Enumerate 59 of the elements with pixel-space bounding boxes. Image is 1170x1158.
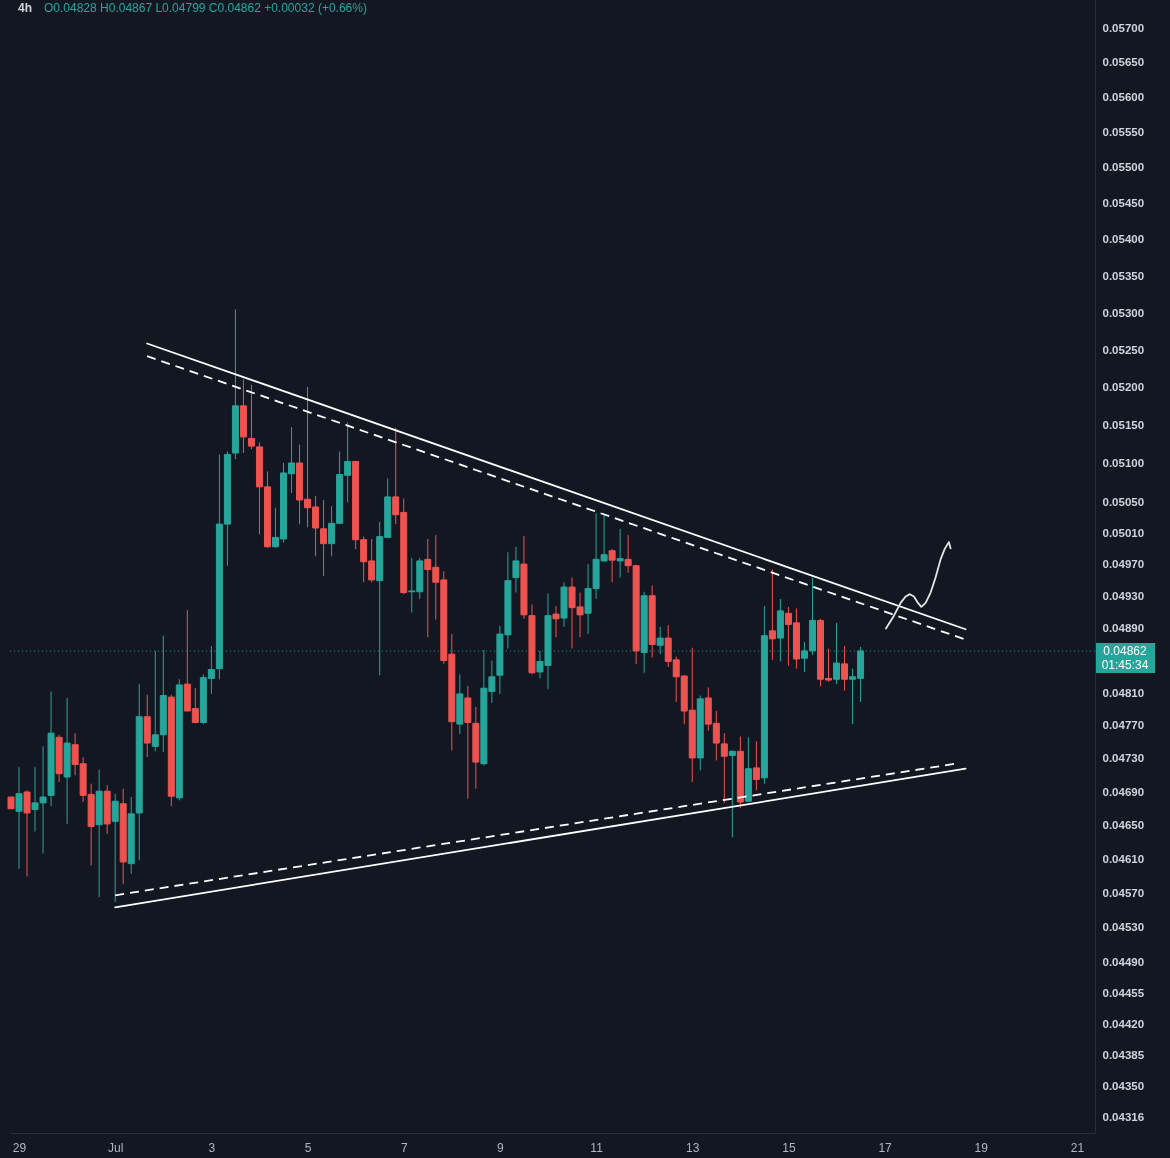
y-tick-label: 0.05010 xyxy=(1102,526,1145,539)
x-tick-label: 15 xyxy=(782,1140,796,1155)
x-tick-label: 9 xyxy=(497,1140,505,1155)
y-tick-label: 0.05400 xyxy=(1102,233,1145,246)
y-tick-label: 0.04770 xyxy=(1102,719,1145,732)
x-tick-label: 13 xyxy=(686,1140,700,1155)
y-tick-label: 0.05050 xyxy=(1102,495,1145,508)
candlestick xyxy=(841,645,849,692)
y-tick-label: 0.05550 xyxy=(1102,126,1145,139)
y-tick-label: 0.04350 xyxy=(1102,1080,1145,1093)
x-tick-label: 3 xyxy=(208,1140,216,1155)
y-tick-label: 0.04385 xyxy=(1102,1048,1145,1061)
y-tick-label: 0.04650 xyxy=(1102,819,1145,832)
x-tick-label: Jul xyxy=(108,1140,124,1155)
y-tick-label: 0.05250 xyxy=(1102,343,1145,356)
candlestick xyxy=(768,569,776,661)
x-tick-label: 21 xyxy=(1070,1140,1085,1155)
candlestick xyxy=(111,793,119,903)
y-tick-label: 0.04570 xyxy=(1102,887,1145,900)
chart-title: 4h xyxy=(18,1,33,15)
y-tick-label: 0.04890 xyxy=(1102,621,1145,634)
y-tick-label: 0.05600 xyxy=(1102,90,1145,103)
y-tick-label: 0.04730 xyxy=(1102,752,1145,765)
text: 01:45:34 xyxy=(1101,657,1149,672)
candlestick xyxy=(15,766,23,870)
x-tick-label: 19 xyxy=(974,1140,989,1155)
y-tick-label: 0.05300 xyxy=(1102,306,1145,319)
y-tick-label: 0.04690 xyxy=(1102,785,1145,798)
chart-subtitle: O0.04828 H0.04867 L0.04799 C0.04862 +0.00032 (+0.66%) xyxy=(44,1,367,15)
candlestick xyxy=(608,548,616,583)
y-tick-label: 0.05500 xyxy=(1102,161,1145,174)
candlestick xyxy=(512,546,520,594)
y-tick-label: 0.05450 xyxy=(1102,197,1145,210)
candlestick xyxy=(23,789,31,877)
x-tick-label: 17 xyxy=(878,1140,893,1155)
y-tick-label: 0.04810 xyxy=(1102,686,1145,699)
candlestick xyxy=(728,749,736,838)
y-tick-label: 0.04420 xyxy=(1102,1017,1145,1030)
y-tick-label: 0.05700 xyxy=(1102,21,1145,34)
y-tick-label: 0.04530 xyxy=(1102,921,1145,934)
y-tick-label: 0.04610 xyxy=(1102,852,1145,865)
ref-line-label: 0.04862 xyxy=(1103,643,1148,658)
y-tick-label: 0.04970 xyxy=(1102,558,1145,571)
y-tick-label: 0.05650 xyxy=(1102,56,1145,69)
x-tick-label: 7 xyxy=(400,1140,408,1155)
candlestick xyxy=(552,605,560,638)
x-tick-label: 11 xyxy=(590,1140,604,1155)
candlestick xyxy=(752,740,760,791)
candlestick xyxy=(616,528,624,579)
y-tick-label: 0.04455 xyxy=(1102,986,1145,999)
x-tick-label: 5 xyxy=(304,1140,312,1155)
y-tick-label: 0.05150 xyxy=(1102,419,1145,432)
y-tick-label: 0.04316 xyxy=(1102,1111,1145,1124)
y-tick-label: 0.05200 xyxy=(1102,381,1145,394)
y-tick-label: 0.05350 xyxy=(1102,269,1145,282)
x-tick-label: 29 xyxy=(12,1140,27,1155)
y-tick-label: 0.04490 xyxy=(1102,956,1145,969)
y-tick-label: 0.05100 xyxy=(1102,457,1145,470)
y-tick-label: 0.04930 xyxy=(1102,590,1145,603)
